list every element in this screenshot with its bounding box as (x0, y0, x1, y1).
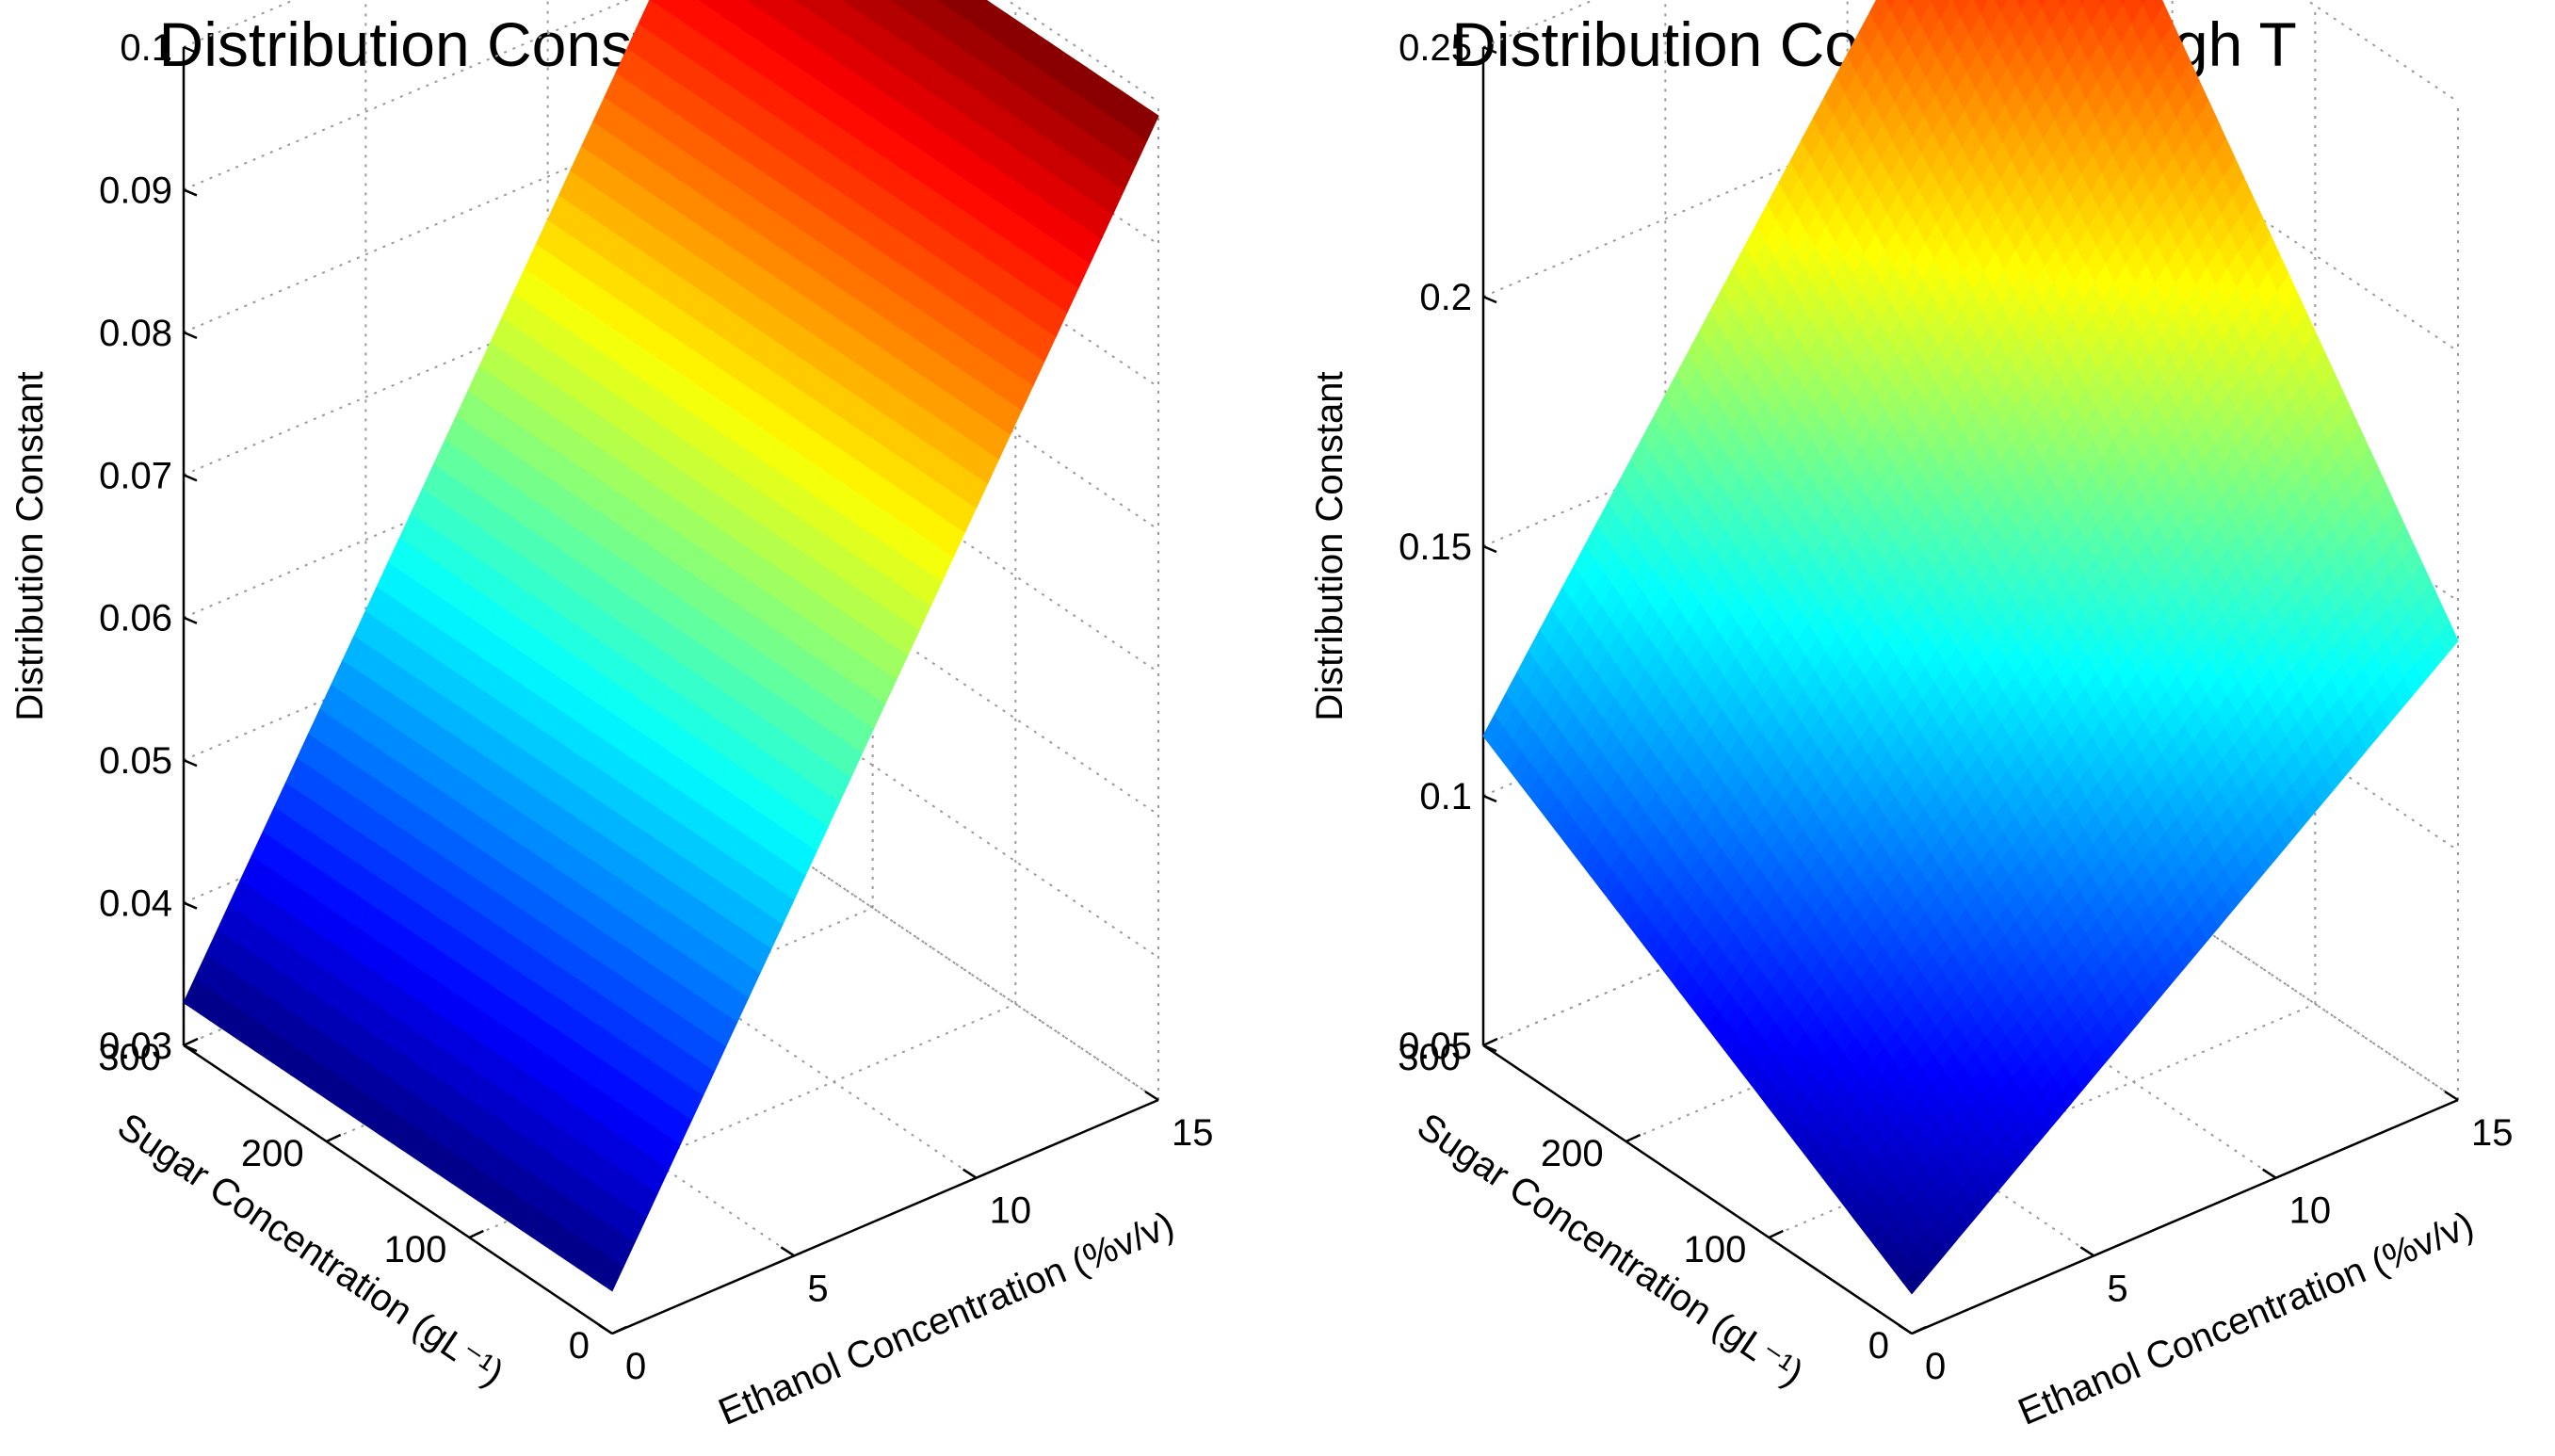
low-t-x-axis-label: Ethanol Concentration (%v/v) (713, 1204, 1180, 1433)
low-t-x-tick-label: 5 (807, 1268, 828, 1309)
low-t-x-axis (611, 1098, 1159, 1335)
low-t-z-tick-label: 0.09 (99, 170, 172, 211)
low-t-z-tick-label: 0.04 (99, 883, 172, 925)
low-t-y-tick-label: 200 (241, 1133, 304, 1174)
high-t-y-tick (1625, 1133, 1641, 1143)
low-t-z-tick (183, 474, 198, 482)
low-t-z-tick (183, 45, 198, 55)
low-t-y-tick (326, 1133, 342, 1143)
low-t-z-tick-label: 0.07 (99, 455, 172, 496)
low-t-x-tick-label: 0 (625, 1346, 646, 1387)
low-t-y-tick-label: 100 (384, 1229, 447, 1270)
low-t-z-tick (183, 758, 198, 768)
low-t-x-tick (962, 1168, 978, 1179)
low-t-grid-floor-x (729, 811, 1159, 1101)
high-t-z-tick (1482, 794, 1497, 803)
low-t-z-tick-label: 0.1 (120, 27, 172, 69)
high-t-x-tick (2261, 1168, 2277, 1179)
low-t-z-tick (183, 1043, 198, 1053)
low-t-z-tick-label: 0.05 (99, 740, 172, 782)
high-t-x-tick (2079, 1246, 2095, 1257)
low-t-z-tick-label: 0.06 (99, 598, 172, 639)
low-t-z-tick-label: 0.08 (99, 313, 172, 354)
high-t-x-tick-label: 5 (2107, 1268, 2127, 1309)
low-t-z-axis-label: Distribution Constant (9, 371, 51, 720)
high-t-x-tick-label: 0 (1925, 1346, 1946, 1387)
high-t-y-tick-label: 200 (1541, 1133, 1604, 1174)
low-t-z-tick (183, 616, 198, 624)
low-t-z-tick (183, 901, 198, 910)
high-t-z-tick-label: 0.1 (1419, 776, 1472, 817)
high-t-x-tick-label: 10 (2289, 1190, 2332, 1232)
low-t-grid-z-line (183, 0, 1159, 246)
high-t-x-axis-label: Ethanol Concentration (%v/v) (2013, 1204, 2480, 1433)
high-t-z-tick-label: 0.2 (1419, 277, 1472, 318)
low-t-y-tick (611, 1325, 627, 1335)
high-t-z-tick-label: 0.25 (1399, 27, 1472, 69)
high-t-x-tick (1898, 1323, 1913, 1335)
high-t-x-tick (2444, 1090, 2459, 1102)
low-t-y-tick-label: 0 (569, 1325, 590, 1367)
low-t-y-tick (183, 1037, 199, 1047)
high-t-x-tick-label: 15 (2471, 1112, 2514, 1154)
low-t-y-tick (468, 1229, 484, 1239)
low-t-z-tick (183, 331, 198, 340)
high-t-z-tick (1482, 295, 1497, 304)
low-t-x-tick-label: 10 (990, 1190, 1032, 1232)
low-t-z-tick (183, 188, 198, 197)
low-t-x-tick (1144, 1090, 1159, 1102)
high-t-y-tick (1482, 1037, 1498, 1047)
high-t-y-axis-label: Sugar Concentration (gL⁻¹) (1410, 1106, 1811, 1395)
high-t-z-tick (1482, 544, 1497, 554)
high-t-chart: Distribution Constant at High T 0.050.10… (1309, 0, 2514, 1433)
low-t-y-axis (183, 1043, 613, 1335)
high-t-y-tick (1911, 1325, 1927, 1335)
low-t-grid-floor-x (364, 966, 795, 1257)
high-t-y-tick-label: 300 (1398, 1037, 1461, 1078)
low-t-z-tick-label: 0.03 (99, 1026, 172, 1067)
high-t-z-tick-label: 0.15 (1399, 526, 1472, 568)
low-t-chart: Distribution Constant at Low T 0.030.040… (9, 0, 1214, 1433)
high-t-y-tick (1768, 1229, 1784, 1239)
low-t-surface (183, 0, 1159, 1292)
low-t-y-tick-label: 300 (98, 1037, 161, 1078)
low-t-x-tick-label: 15 (1172, 1112, 1214, 1154)
low-t-grid-floor-x (547, 888, 978, 1179)
high-t-surface (1482, 0, 2459, 1295)
high-t-y-tick-label: 100 (1684, 1229, 1747, 1270)
high-t-y-tick-label: 0 (1868, 1325, 1889, 1367)
low-t-x-tick (598, 1323, 613, 1335)
low-t-x-tick (780, 1246, 796, 1257)
high-t-z-axis-label: Distribution Constant (1309, 371, 1350, 720)
